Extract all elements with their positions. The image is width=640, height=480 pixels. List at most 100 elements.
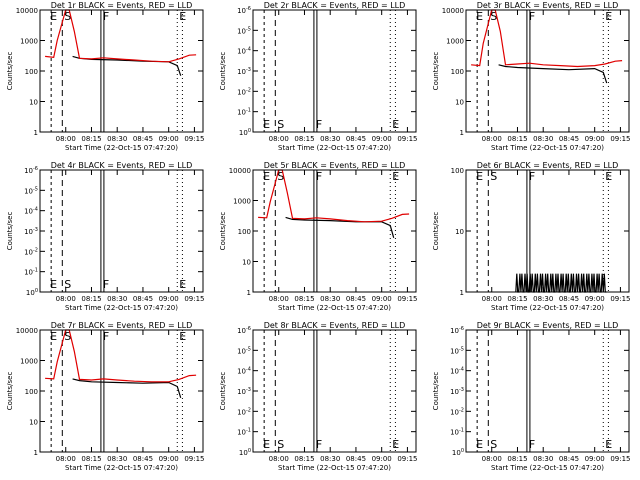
marker-label: E xyxy=(392,438,399,451)
y-tick-label: 10-3 xyxy=(450,387,464,396)
x-tick-label: 08:30 xyxy=(107,135,127,143)
y-tick-label: 10-4 xyxy=(450,367,464,376)
y-tick-label: 10-6 xyxy=(237,6,251,15)
y-tick-label: 100 xyxy=(238,228,251,236)
x-tick-label: 09:00 xyxy=(372,135,392,143)
y-tick-label: 10-1 xyxy=(237,108,251,117)
y-tick-label: 10-2 xyxy=(237,407,251,416)
marker-label: E xyxy=(476,10,483,23)
y-tick-label: 10 xyxy=(455,99,464,107)
y-tick-label: 10-5 xyxy=(450,346,464,355)
marker-label: E xyxy=(50,330,57,343)
y-axis-label: Counts/sec xyxy=(219,52,227,91)
x-tick-label: 08:15 xyxy=(507,135,527,143)
marker-label: E xyxy=(605,170,612,183)
x-tick-label: 08:45 xyxy=(346,455,366,463)
marker-label: F xyxy=(316,438,322,451)
x-tick-label: 08:45 xyxy=(559,455,579,463)
x-axis-label: Start Time (22-Oct-15 07:47:20) xyxy=(65,464,178,472)
marker-label: E xyxy=(476,438,483,451)
marker-label: S xyxy=(490,438,497,451)
x-tick-label: 09:00 xyxy=(159,135,179,143)
y-tick-label: 100 xyxy=(25,68,38,76)
x-axis-label: Start Time (22-Oct-15 07:47:20) xyxy=(278,304,391,312)
y-tick-label: 1 xyxy=(247,289,251,297)
y-tick-label: 10000 xyxy=(442,7,464,15)
y-tick-label: 100 xyxy=(26,288,38,297)
x-tick-label: 09:15 xyxy=(184,135,204,143)
x-axis-label: Start Time (22-Oct-15 07:47:20) xyxy=(278,144,391,152)
y-tick-label: 10 xyxy=(242,259,251,267)
plot-frame xyxy=(252,329,417,453)
x-tick-label: 09:00 xyxy=(372,455,392,463)
y-tick-label: 10 xyxy=(29,419,38,427)
y-tick-label: 10000 xyxy=(16,7,38,15)
marker-label: E xyxy=(392,170,399,183)
y-tick-label: 10-1 xyxy=(450,428,464,437)
y-tick-label: 10-5 xyxy=(24,186,38,195)
y-tick-label: 10-1 xyxy=(24,268,38,277)
marker-label: F xyxy=(529,438,535,451)
chart-panel-3: Det 3r BLACK = Events, RED = LLD 1 10 100 10… xyxy=(432,1,631,152)
x-tick-label: 09:00 xyxy=(159,455,179,463)
x-tick-label: 08:30 xyxy=(533,135,553,143)
y-axis-label: Counts/sec xyxy=(6,212,14,251)
x-tick-label: 09:15 xyxy=(610,295,630,303)
marker-label: F xyxy=(316,170,322,183)
x-tick-label: 08:15 xyxy=(507,295,527,303)
y-tick-label: 10000 xyxy=(16,327,38,335)
x-tick-label: 09:00 xyxy=(585,455,605,463)
x-tick-label: 08:00 xyxy=(482,455,502,463)
x-tick-label: 08:45 xyxy=(346,135,366,143)
x-tick-label: 09:15 xyxy=(184,455,204,463)
chart-title: Det 7r BLACK = Events, RED = LLD xyxy=(51,321,193,330)
x-tick-label: 08:45 xyxy=(559,295,579,303)
x-axis-label: Start Time (22-Oct-15 07:47:20) xyxy=(491,464,604,472)
y-tick-label: 10-6 xyxy=(450,326,464,335)
x-tick-label: 09:15 xyxy=(397,135,417,143)
plot-frame xyxy=(465,169,630,293)
plot-frame xyxy=(465,9,630,133)
marker-label: E xyxy=(50,10,57,23)
y-axis-label: Counts/sec xyxy=(219,372,227,411)
plot-frame xyxy=(39,329,204,453)
y-axis-label: Counts/sec xyxy=(432,52,440,91)
y-tick-label: 10 xyxy=(29,99,38,107)
chart-title: Det 6r BLACK = Events, RED = LLD xyxy=(477,161,619,170)
chart-panel-1: Det 1r BLACK = Events, RED = LLD 1 10 100 10… xyxy=(6,1,205,152)
marker-label: F xyxy=(103,278,109,291)
x-tick-label: 08:15 xyxy=(507,455,527,463)
plot-frame xyxy=(252,9,417,133)
marker-label: S xyxy=(490,170,497,183)
y-tick-label: 10-3 xyxy=(237,67,251,76)
y-tick-label: 10-2 xyxy=(24,247,38,256)
x-tick-label: 08:30 xyxy=(533,295,553,303)
y-tick-label: 1000 xyxy=(20,358,38,366)
y-tick-label: 10000 xyxy=(229,167,251,175)
y-tick-label: 10-3 xyxy=(237,387,251,396)
y-axis-label: Counts/sec xyxy=(6,372,14,411)
series-line-lld xyxy=(258,169,410,223)
x-tick-label: 08:30 xyxy=(533,455,553,463)
y-tick-label: 1000 xyxy=(446,38,464,46)
marker-label: S xyxy=(64,278,71,291)
chart-title: Det 4r BLACK = Events, RED = LLD xyxy=(51,161,193,170)
y-axis-label: Counts/sec xyxy=(432,212,440,251)
marker-label: E xyxy=(392,118,399,131)
marker-label: E xyxy=(50,278,57,291)
y-tick-label: 10-2 xyxy=(237,87,251,96)
x-tick-label: 08:00 xyxy=(269,455,289,463)
x-tick-label: 08:45 xyxy=(133,135,153,143)
x-tick-label: 08:00 xyxy=(56,455,76,463)
y-tick-label: 10-4 xyxy=(237,367,251,376)
x-tick-label: 08:15 xyxy=(294,455,314,463)
y-tick-label: 10-2 xyxy=(450,407,464,416)
y-tick-label: 10-1 xyxy=(237,428,251,437)
y-tick-label: 1 xyxy=(460,289,464,297)
marker-label: E xyxy=(263,438,270,451)
series-line-events xyxy=(498,64,608,84)
x-tick-label: 08:15 xyxy=(81,295,101,303)
y-tick-label: 100 xyxy=(451,167,464,175)
y-tick-label: 10-6 xyxy=(237,326,251,335)
chart-panel-7: Det 7r BLACK = Events, RED = LLD 1 10 100 10… xyxy=(6,321,205,472)
